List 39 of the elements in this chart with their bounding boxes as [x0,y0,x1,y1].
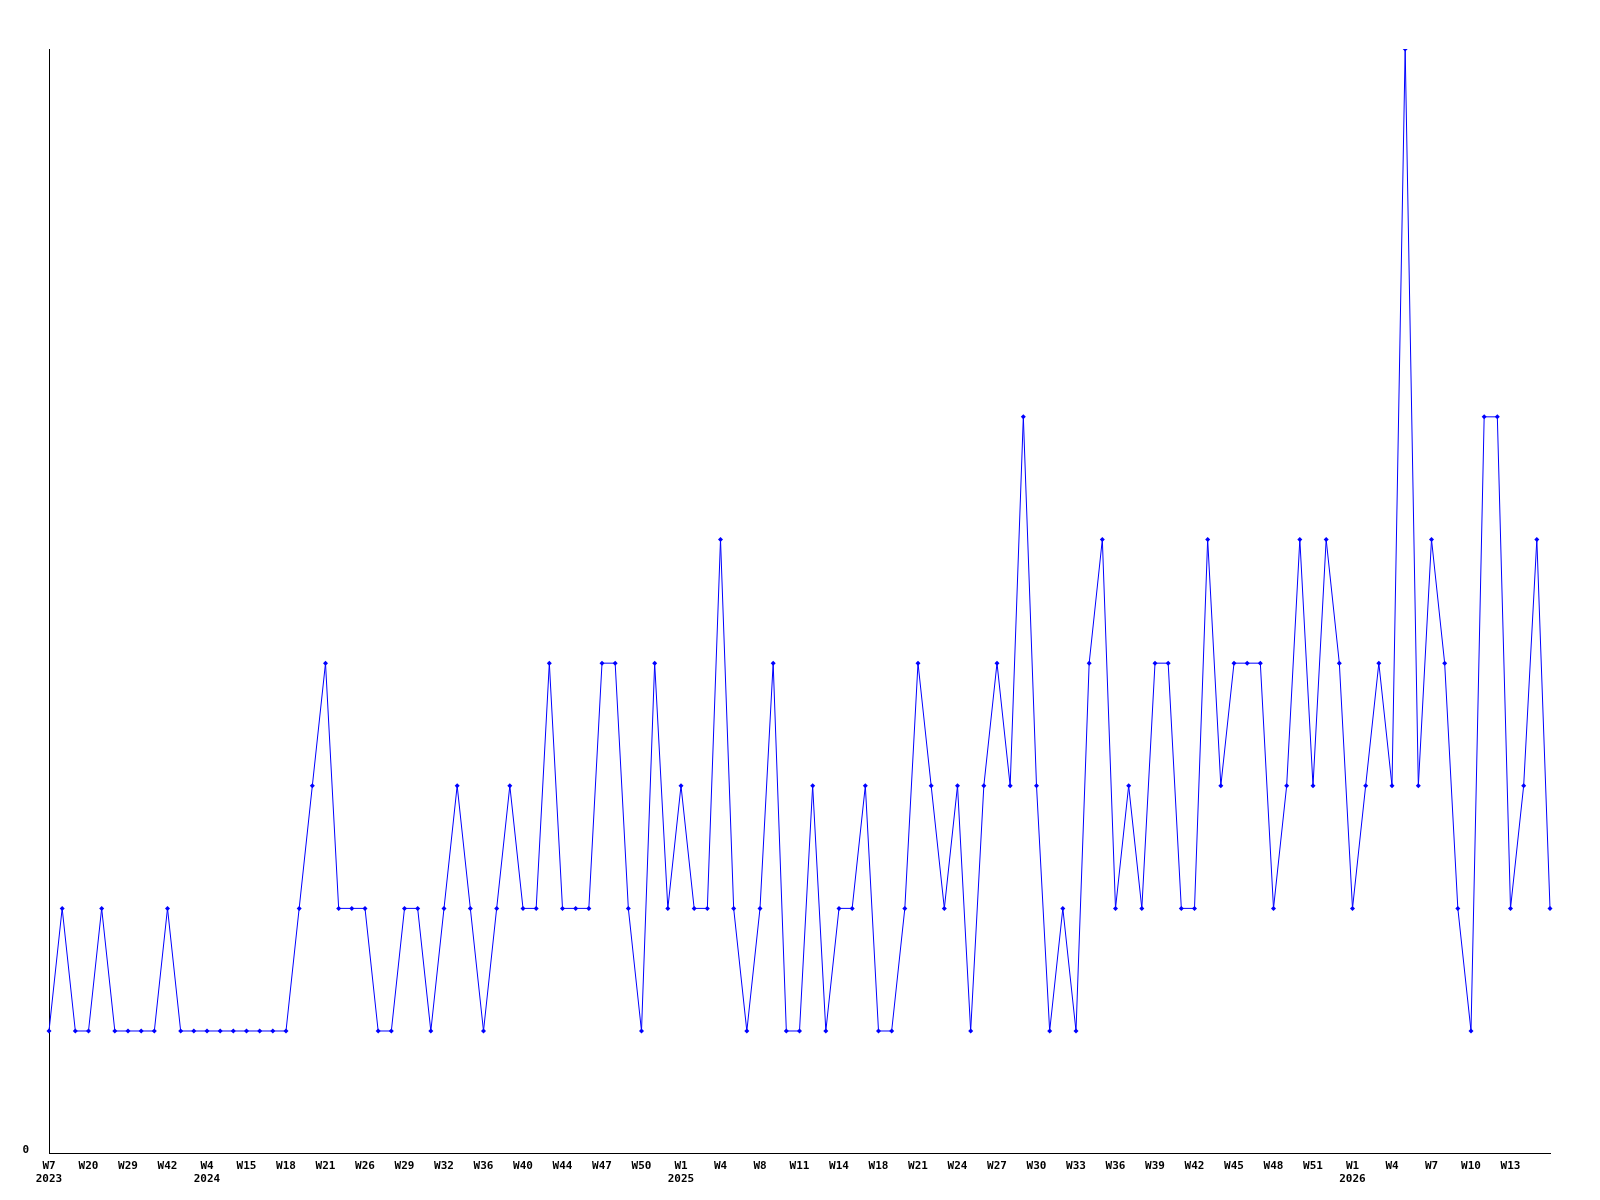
x-tick-label: W13 [1500,1159,1521,1173]
x-tick-label: W4 [713,1159,728,1173]
x-tick-label: W1 2026 [1339,1159,1367,1186]
x-tick-label: W42 [157,1159,178,1173]
x-tick-label: W18 [276,1159,296,1173]
x-tick-label: W11 [789,1159,810,1173]
x-tick-label: W50 [631,1159,652,1173]
x-tick-label: W32 [434,1159,454,1173]
x-tick-label: W14 [829,1159,850,1173]
x-tick-label: W36 [1105,1159,1126,1173]
x-tick-label: W33 [1066,1159,1086,1173]
x-tick-label: W39 [1145,1159,1165,1173]
x-tick-label: W26 [355,1159,376,1173]
x-tick-label: W1 2025 [667,1159,695,1186]
x-tick-label: W10 [1461,1159,1481,1173]
x-tick-label: W20 [78,1159,99,1173]
x-tick-label: W47 [592,1159,612,1173]
x-tick-label: W15 [236,1159,257,1173]
x-tick-label: W29 [118,1159,138,1173]
x-tick-label: W51 [1303,1159,1324,1173]
x-tick-label: W36 [473,1159,494,1173]
x-tick-label: W44 [552,1159,573,1173]
x-tick-label: W27 [987,1159,1007,1173]
x-tick-label: W30 [1026,1159,1047,1173]
x-tick-label: W4 2024 [193,1159,221,1186]
x-tick-label: W45 [1224,1159,1244,1173]
x-tick-label: W42 [1184,1159,1205,1173]
x-tick-label: W24 [947,1159,968,1173]
x-tick-label: W40 [513,1159,533,1173]
x-tick-label: W21 [908,1159,929,1173]
text: 0 [22,1143,29,1157]
x-tick-label: W7 2023 [35,1159,63,1186]
x-tick-label: W29 [394,1159,415,1173]
x-tick-label: W7 [1424,1159,1439,1173]
x-tick-label: W48 [1263,1159,1284,1173]
x-tick-label: W21 [315,1159,336,1173]
x-tick-label: W18 [868,1159,889,1173]
x-tick-label: W4 [1385,1159,1399,1173]
x-tick-label: W8 [753,1159,767,1173]
